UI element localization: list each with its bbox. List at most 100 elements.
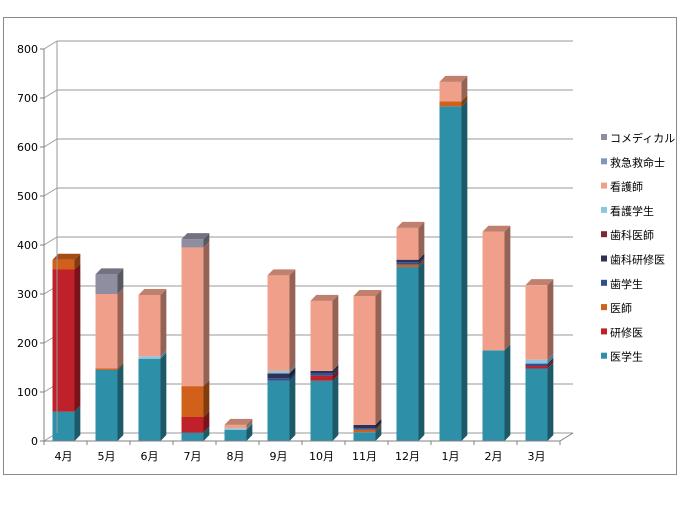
bar-segment-side — [375, 422, 382, 430]
legend-label: 歯学生 — [610, 277, 643, 291]
bar-segment-side — [289, 269, 296, 371]
bar-segment — [138, 358, 161, 441]
bar-segment — [138, 294, 161, 357]
x-tick-label: 8月 — [227, 450, 245, 463]
bar-segment-side — [203, 233, 210, 248]
legend-label: 歯科研修医 — [610, 253, 665, 267]
bar-segment — [267, 373, 290, 379]
x-tick-label: 10月 — [309, 450, 334, 463]
x-tick-label: 2月 — [485, 450, 503, 463]
x-tick-label: 3月 — [528, 450, 546, 463]
bar-segment — [52, 269, 75, 412]
bar-segment-side — [332, 294, 339, 371]
chart-frame: 0 100 200 300 400 500 600 700 800 4月 5月 6月 7月 8月 9月 10月… — [3, 17, 677, 475]
bar-segment-side — [246, 422, 253, 430]
bar-segment — [525, 285, 548, 360]
bar-segment-side — [117, 288, 124, 369]
y-tick-label: 0 — [31, 435, 38, 448]
bar-segment-side — [418, 261, 425, 441]
legend-label: 救急救命士 — [610, 155, 665, 169]
legend-label: 歯科医師 — [610, 228, 654, 242]
bar-segment — [224, 424, 247, 429]
bar-segment-side — [418, 221, 425, 260]
legend-swatch — [601, 304, 607, 311]
bar-segment-side — [375, 426, 382, 441]
bar-top — [267, 269, 296, 276]
bar-segment — [181, 386, 204, 417]
bar-segment — [95, 369, 118, 441]
bar-segment — [310, 300, 333, 371]
bar-segment — [267, 275, 290, 371]
bar-segment-side — [375, 418, 382, 429]
bar-segment-side — [289, 364, 296, 374]
x-tick-label: 11月 — [352, 450, 377, 463]
x-tick-label: 4月 — [55, 450, 73, 463]
bar-segment — [396, 264, 419, 268]
bar-segment-side — [547, 362, 554, 441]
legend-swatch — [601, 279, 607, 286]
bar-segment-side — [418, 256, 425, 265]
bar-top — [52, 253, 81, 260]
bar-top — [310, 294, 339, 301]
bar-segment — [396, 267, 419, 441]
bar-segment-side — [289, 372, 296, 381]
legend-label: 医学生 — [610, 350, 643, 364]
bar-segment-side — [461, 100, 468, 441]
bar-segment — [267, 380, 290, 441]
bar-top — [181, 233, 210, 240]
gridline-side — [43, 40, 58, 50]
bar-segment-side — [203, 426, 210, 441]
legend-swatch — [601, 206, 607, 213]
bar-segment-side — [203, 241, 210, 387]
bar-segment-side — [117, 362, 124, 370]
bars-layer — [52, 75, 554, 441]
legend-label: 看護学生 — [610, 204, 654, 218]
legend-label: コメディカル — [610, 131, 675, 145]
bar-segment-side — [547, 353, 554, 364]
bar-segment-side — [117, 268, 124, 294]
y-tick-label: 500 — [17, 190, 38, 203]
bar-segment — [396, 262, 419, 265]
bar-segment-side — [160, 350, 167, 359]
bar-segment-side — [117, 363, 124, 441]
y-tick-label: 800 — [17, 43, 38, 56]
bar-segment-side — [160, 352, 167, 441]
bar-segment-side — [160, 288, 167, 357]
bar-segment-side — [332, 364, 339, 374]
bar-segment — [267, 370, 290, 374]
bar-segment — [95, 274, 118, 294]
bar-segment-side — [332, 374, 339, 441]
bar-segment-side — [289, 367, 296, 379]
floor-edge — [559, 432, 574, 442]
bar-segment — [353, 424, 376, 429]
bar-segment — [396, 259, 419, 263]
x-tick-label: 12月 — [395, 450, 420, 463]
bar-top — [482, 225, 511, 232]
bar-segment-side — [246, 418, 253, 429]
y-tick-label: 400 — [17, 239, 38, 252]
stacked-bar-chart: 0 100 200 300 400 500 600 700 800 4月 5月 6月 7月 8月 9月 10月… — [17, 40, 675, 463]
bar-segment — [310, 370, 333, 374]
bar-segment-side — [547, 279, 554, 360]
bar-segment-side — [74, 263, 81, 412]
bar-segment-side — [332, 369, 339, 381]
bar-segment — [52, 411, 75, 441]
bar-segment-side — [203, 380, 210, 417]
bar-segment — [181, 239, 204, 248]
bar-segment — [353, 432, 376, 441]
bar-top — [439, 75, 468, 82]
legend-label: 医師 — [610, 302, 632, 315]
bar-top — [353, 289, 382, 296]
bar-segment-side — [461, 95, 468, 107]
bar-segment — [224, 429, 247, 441]
bar-segment — [310, 375, 333, 381]
bar-segment-side — [375, 423, 382, 433]
bar-segment-side — [375, 289, 382, 425]
bar-segment — [181, 416, 204, 433]
bar-segment-side — [332, 367, 339, 376]
bar-segment — [353, 295, 376, 425]
x-tick-label: 9月 — [270, 450, 288, 463]
bar-segment-side — [74, 253, 81, 270]
bar-segment-side — [289, 374, 296, 441]
gridline-side — [43, 138, 58, 148]
